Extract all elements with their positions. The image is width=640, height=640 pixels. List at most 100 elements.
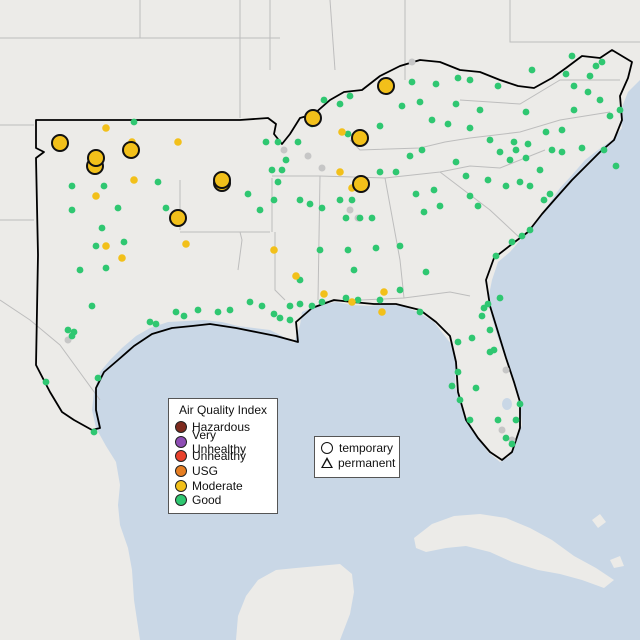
good-site-marker[interactable] (276, 314, 284, 322)
good-site-marker[interactable] (558, 126, 566, 134)
good-site-marker[interactable] (350, 266, 358, 274)
good-site-marker[interactable] (510, 138, 518, 146)
inactive-site-marker[interactable] (502, 366, 510, 374)
good-site-marker[interactable] (348, 196, 356, 204)
inactive-site-marker[interactable] (318, 164, 326, 172)
good-site-marker[interactable] (274, 138, 282, 146)
good-site-marker[interactable] (600, 146, 608, 154)
good-site-marker[interactable] (88, 302, 96, 310)
good-site-marker[interactable] (286, 302, 294, 310)
good-site-marker[interactable] (432, 80, 440, 88)
good-site-marker[interactable] (262, 138, 270, 146)
good-site-marker[interactable] (542, 128, 550, 136)
good-site-marker[interactable] (456, 396, 464, 404)
good-site-marker[interactable] (478, 312, 486, 320)
good-site-marker[interactable] (454, 338, 462, 346)
good-site-marker[interactable] (76, 266, 84, 274)
good-site-marker[interactable] (492, 252, 500, 260)
temporary-monitor-marker[interactable] (87, 149, 105, 167)
good-site-marker[interactable] (376, 296, 384, 304)
good-site-marker[interactable] (308, 302, 316, 310)
temporary-monitor-marker[interactable] (122, 141, 140, 159)
moderate-site-marker[interactable] (292, 272, 300, 280)
good-site-marker[interactable] (444, 120, 452, 128)
good-site-marker[interactable] (568, 52, 576, 60)
good-site-marker[interactable] (616, 106, 624, 114)
good-site-marker[interactable] (612, 162, 620, 170)
good-site-marker[interactable] (342, 214, 350, 222)
good-site-marker[interactable] (522, 154, 530, 162)
moderate-site-marker[interactable] (378, 308, 386, 316)
good-site-marker[interactable] (596, 96, 604, 104)
good-site-marker[interactable] (180, 312, 188, 320)
inactive-site-marker[interactable] (408, 58, 416, 66)
good-site-marker[interactable] (336, 196, 344, 204)
good-site-marker[interactable] (466, 416, 474, 424)
good-site-marker[interactable] (296, 300, 304, 308)
good-site-marker[interactable] (562, 70, 570, 78)
good-site-marker[interactable] (154, 178, 162, 186)
good-site-marker[interactable] (476, 106, 484, 114)
good-site-marker[interactable] (274, 178, 282, 186)
good-site-marker[interactable] (508, 238, 516, 246)
good-site-marker[interactable] (536, 166, 544, 174)
good-site-marker[interactable] (518, 232, 526, 240)
good-site-marker[interactable] (436, 202, 444, 210)
good-site-marker[interactable] (420, 208, 428, 216)
good-site-marker[interactable] (512, 416, 520, 424)
good-site-marker[interactable] (102, 264, 110, 272)
good-site-marker[interactable] (428, 116, 436, 124)
good-site-marker[interactable] (344, 130, 352, 138)
good-site-marker[interactable] (392, 168, 400, 176)
good-site-marker[interactable] (306, 200, 314, 208)
moderate-site-marker[interactable] (320, 290, 328, 298)
good-site-marker[interactable] (496, 294, 504, 302)
good-site-marker[interactable] (494, 416, 502, 424)
good-site-marker[interactable] (468, 334, 476, 342)
good-site-marker[interactable] (502, 434, 510, 442)
good-site-marker[interactable] (398, 102, 406, 110)
temporary-monitor-marker[interactable] (304, 109, 322, 127)
good-site-marker[interactable] (316, 246, 324, 254)
good-site-marker[interactable] (466, 124, 474, 132)
good-site-marker[interactable] (354, 296, 362, 304)
good-site-marker[interactable] (372, 244, 380, 252)
good-site-marker[interactable] (258, 302, 266, 310)
good-site-marker[interactable] (598, 58, 606, 66)
moderate-site-marker[interactable] (92, 192, 100, 200)
good-site-marker[interactable] (454, 368, 462, 376)
good-site-marker[interactable] (318, 298, 326, 306)
good-site-marker[interactable] (376, 168, 384, 176)
good-site-marker[interactable] (406, 152, 414, 160)
good-site-marker[interactable] (152, 320, 160, 328)
good-site-marker[interactable] (100, 182, 108, 190)
moderate-site-marker[interactable] (102, 124, 110, 132)
good-site-marker[interactable] (422, 268, 430, 276)
moderate-site-marker[interactable] (348, 298, 356, 306)
good-site-marker[interactable] (98, 224, 106, 232)
good-site-marker[interactable] (466, 76, 474, 84)
good-site-marker[interactable] (606, 112, 614, 120)
good-site-marker[interactable] (396, 242, 404, 250)
inactive-site-marker[interactable] (304, 152, 312, 160)
temporary-monitor-marker[interactable] (51, 134, 69, 152)
inactive-site-marker[interactable] (280, 146, 288, 154)
good-site-marker[interactable] (540, 196, 548, 204)
good-site-marker[interactable] (524, 140, 532, 148)
temporary-monitor-marker[interactable] (352, 175, 370, 193)
good-site-marker[interactable] (244, 190, 252, 198)
good-site-marker[interactable] (448, 382, 456, 390)
moderate-site-marker[interactable] (338, 128, 346, 136)
good-site-marker[interactable] (526, 182, 534, 190)
good-site-marker[interactable] (586, 72, 594, 80)
good-site-marker[interactable] (146, 318, 154, 326)
good-site-marker[interactable] (90, 428, 98, 436)
good-site-marker[interactable] (472, 384, 480, 392)
good-site-marker[interactable] (570, 106, 578, 114)
moderate-site-marker[interactable] (380, 288, 388, 296)
good-site-marker[interactable] (336, 100, 344, 108)
good-site-marker[interactable] (516, 400, 524, 408)
good-site-marker[interactable] (270, 196, 278, 204)
good-site-marker[interactable] (526, 226, 534, 234)
